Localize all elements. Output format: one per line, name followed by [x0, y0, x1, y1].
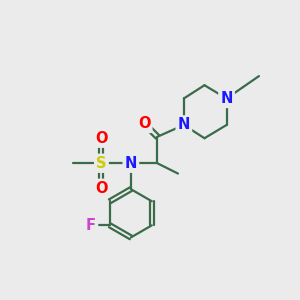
Text: S: S — [96, 156, 107, 171]
Text: N: N — [220, 91, 233, 106]
Text: N: N — [125, 156, 137, 171]
Text: O: O — [95, 131, 108, 146]
Text: O: O — [138, 116, 150, 131]
Text: N: N — [178, 118, 190, 133]
Text: F: F — [86, 218, 96, 233]
Text: O: O — [95, 181, 108, 196]
